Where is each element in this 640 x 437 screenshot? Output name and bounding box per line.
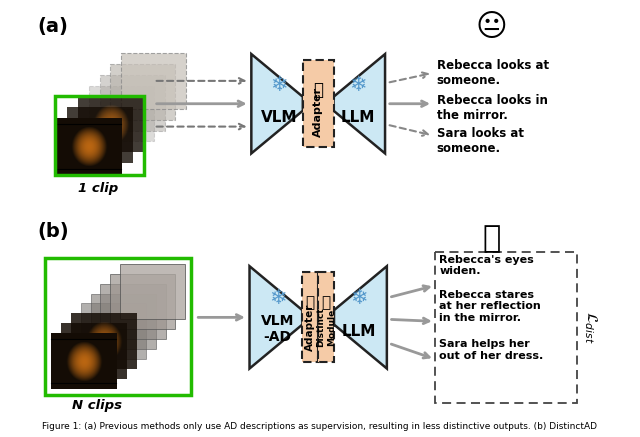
Polygon shape (252, 54, 303, 153)
Text: Distinct
Module: Distinct Module (316, 307, 336, 347)
Text: LLM: LLM (342, 324, 376, 339)
FancyBboxPatch shape (89, 86, 154, 142)
FancyBboxPatch shape (303, 272, 318, 362)
FancyBboxPatch shape (121, 53, 186, 109)
Polygon shape (333, 54, 385, 153)
Text: 😐: 😐 (476, 13, 508, 42)
FancyBboxPatch shape (435, 252, 577, 403)
Text: LLM: LLM (340, 110, 375, 125)
FancyBboxPatch shape (81, 303, 146, 359)
Polygon shape (250, 266, 303, 368)
Text: Figure 1: (a) Previous methods only use AD descriptions as supervision, resultin: Figure 1: (a) Previous methods only use … (42, 422, 598, 430)
Text: 🔥: 🔥 (306, 295, 315, 311)
Text: Rebecca looks at
someone.: Rebecca looks at someone. (436, 59, 548, 87)
Text: $\mathcal{L}_{dist}$: $\mathcal{L}_{dist}$ (582, 311, 598, 343)
FancyBboxPatch shape (110, 274, 175, 329)
Text: Rebecca stares
at her reflection
in the mirror.: Rebecca stares at her reflection in the … (439, 290, 541, 323)
FancyBboxPatch shape (318, 272, 334, 362)
Text: 🤔: 🤔 (483, 224, 500, 253)
Text: Adapter: Adapter (313, 87, 323, 137)
Text: ❄: ❄ (350, 288, 367, 308)
Text: Rebecca's eyes
widen.: Rebecca's eyes widen. (439, 255, 534, 276)
Text: Sara helps her
out of her dress.: Sara helps her out of her dress. (439, 339, 543, 361)
Text: VLM
-AD: VLM -AD (261, 314, 294, 344)
Text: 🔥: 🔥 (321, 295, 331, 311)
FancyBboxPatch shape (303, 60, 333, 147)
Text: Rebecca looks in
the mirror.: Rebecca looks in the mirror. (436, 94, 547, 122)
Text: (b): (b) (37, 222, 69, 241)
Text: 🔥: 🔥 (313, 81, 323, 99)
Text: ❄: ❄ (270, 75, 287, 95)
FancyBboxPatch shape (100, 284, 166, 339)
FancyBboxPatch shape (100, 75, 164, 131)
Text: N clips: N clips (72, 399, 122, 412)
FancyBboxPatch shape (110, 64, 175, 120)
FancyBboxPatch shape (120, 264, 186, 319)
Text: VLM: VLM (260, 110, 297, 125)
Text: Adapter: Adapter (305, 304, 316, 351)
Polygon shape (334, 266, 387, 368)
Text: 1 clip: 1 clip (77, 182, 118, 195)
Text: ❄: ❄ (269, 288, 287, 308)
Text: Sara looks at
someone.: Sara looks at someone. (436, 127, 524, 155)
FancyBboxPatch shape (90, 294, 156, 349)
Text: ❄: ❄ (349, 75, 366, 95)
FancyBboxPatch shape (45, 258, 191, 395)
Text: (a): (a) (37, 17, 68, 36)
